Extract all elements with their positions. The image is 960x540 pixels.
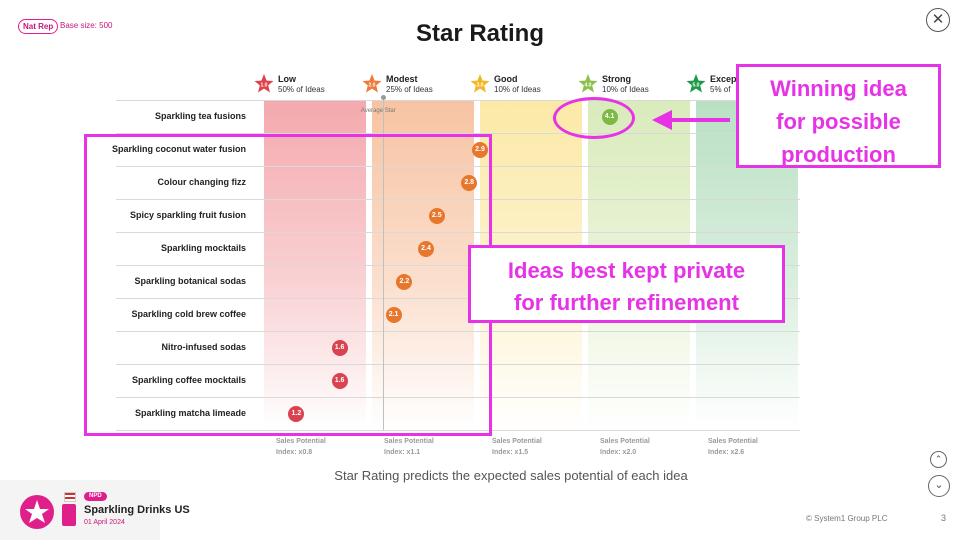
project-title: Sparkling Drinks US xyxy=(84,504,190,516)
sales-potential-label: Sales Potential xyxy=(384,438,434,445)
svg-text:4.0: 4.0 xyxy=(585,83,592,89)
row-divider xyxy=(116,199,800,200)
row-divider xyxy=(116,100,800,101)
band-share: 50% of Ideas xyxy=(278,85,325,94)
winning-idea-callout: Winning idea for possible production xyxy=(736,64,941,168)
star-icon: 4.0 xyxy=(578,74,598,94)
row-divider xyxy=(116,166,800,167)
callout-arrow xyxy=(652,110,730,130)
data-point: 1.6 xyxy=(331,372,348,389)
idea-label: Colour changing fizz xyxy=(157,176,247,187)
idea-label: Sparkling coconut water fusion xyxy=(111,143,246,154)
row-divider xyxy=(116,331,800,332)
star-icon: 1.0 xyxy=(254,74,274,94)
row-divider xyxy=(116,430,800,431)
chevron-down-icon[interactable]: ⌄ xyxy=(928,475,950,497)
winning-idea-highlight xyxy=(553,97,635,139)
idea-label: Nitro-infused sodas xyxy=(161,341,246,352)
sales-potential-index: Index: x1.1 xyxy=(384,449,421,456)
row-divider xyxy=(116,133,800,134)
data-point: 2.8 xyxy=(461,174,478,191)
band-share: 10% of Ideas xyxy=(494,85,541,94)
row-divider xyxy=(116,265,800,266)
npd-tag: NPD xyxy=(84,492,107,501)
data-point: 1.6 xyxy=(331,339,348,356)
sales-potential-label: Sales Potential xyxy=(600,438,650,445)
band-share: 5% of xyxy=(710,85,731,94)
svg-text:3.0: 3.0 xyxy=(477,83,484,89)
idea-label: Sparkling botanical sodas xyxy=(134,275,246,286)
close-icon[interactable]: ✕ xyxy=(926,8,950,32)
band-name: Modest xyxy=(386,74,418,84)
idea-label: Sparkling cold brew coffee xyxy=(131,308,246,319)
page-title: Star Rating xyxy=(415,20,544,47)
star-icon: 2.0 xyxy=(362,74,382,94)
sales-potential-label: Sales Potential xyxy=(708,438,758,445)
idea-label: Sparkling mocktails xyxy=(160,242,246,253)
band-name: Low xyxy=(278,74,296,84)
idea-label: Sparkling matcha limeade xyxy=(134,407,246,418)
sales-potential-label: Sales Potential xyxy=(276,438,326,445)
data-point: 2.9 xyxy=(472,141,488,158)
idea-label: Sparkling tea fusions xyxy=(154,110,246,121)
average-star-line xyxy=(382,97,384,430)
row-divider xyxy=(116,298,800,299)
sales-potential-label: Sales Potential xyxy=(492,438,542,445)
band-name: Good xyxy=(494,74,518,84)
idea-label: Spicy sparkling fruit fusion xyxy=(129,209,246,220)
data-point: 1.2 xyxy=(288,405,305,422)
band-share: 10% of Ideas xyxy=(602,85,649,94)
project-date: 01 April 2024 xyxy=(84,519,125,526)
system1-logo-icon xyxy=(20,495,54,529)
svg-text:5.0: 5.0 xyxy=(693,83,700,89)
idea-label: Sparkling coffee mocktails xyxy=(131,374,246,385)
data-point: 2.2 xyxy=(396,273,413,290)
chevron-up-icon[interactable]: ⌃ xyxy=(930,451,947,468)
nat-rep-badge: Nat Rep xyxy=(18,19,59,34)
sales-potential-index: Index: x0.8 xyxy=(276,449,313,456)
data-point: 2.4 xyxy=(418,240,434,257)
copyright: © System1 Group PLC xyxy=(806,514,888,523)
page-number: 3 xyxy=(941,513,947,523)
average-star-label: Average Star xyxy=(360,108,396,114)
sales-potential-index: Index: x2.0 xyxy=(600,449,637,456)
star-icon: 5.0 xyxy=(686,74,706,94)
svg-text:2.0: 2.0 xyxy=(369,83,376,89)
data-point: 2.5 xyxy=(428,207,445,224)
base-size: Base size: 500 xyxy=(60,21,113,30)
private-ideas-frame xyxy=(84,134,492,436)
band-name: Strong xyxy=(602,74,631,84)
sales-potential-index: Index: x1.5 xyxy=(492,449,529,456)
star-icon: 3.0 xyxy=(470,74,490,94)
row-divider xyxy=(116,232,800,233)
data-point: 2.1 xyxy=(385,306,402,323)
flag-icon xyxy=(64,492,76,502)
chart-caption: Star Rating predicts the expected sales … xyxy=(334,468,688,483)
category-icon xyxy=(62,504,76,526)
private-ideas-callout: Ideas best kept private for further refi… xyxy=(468,245,785,323)
sales-potential-index: Index: x2.6 xyxy=(708,449,745,456)
svg-text:1.0: 1.0 xyxy=(261,83,268,89)
average-star-marker xyxy=(380,95,386,100)
band-name: Excep xyxy=(710,74,737,84)
row-divider xyxy=(116,397,800,398)
band-share: 25% of Ideas xyxy=(386,85,433,94)
row-divider xyxy=(116,364,800,365)
